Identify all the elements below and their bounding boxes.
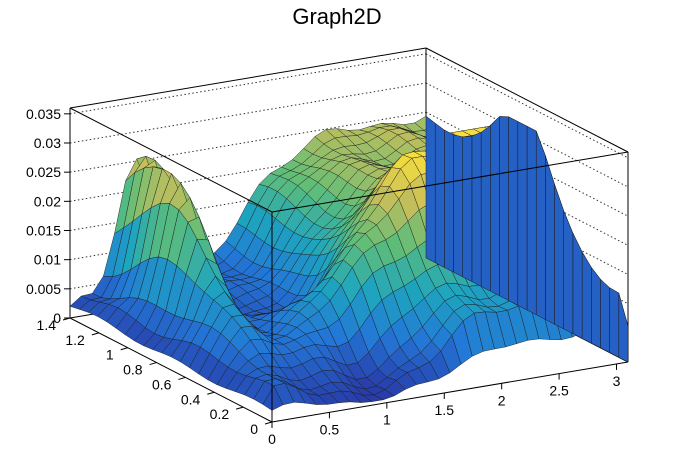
y-tick-mark-4: [149, 362, 157, 366]
y-tick-label: 0.2: [210, 406, 230, 422]
y-axis-line: [69, 317, 273, 423]
z-tick-label: 0.015: [26, 223, 61, 239]
surface-side-cell: [508, 116, 519, 306]
y-tick-label: 0.6: [152, 376, 172, 392]
surface-side-cell: [535, 130, 546, 320]
x-tick-label: 3: [613, 373, 621, 389]
y-tick-mark-1: [236, 406, 244, 410]
surface-side-cell: [563, 210, 574, 335]
y-axis-ticks: 0 0.2 0.4 0.6 0.8 1 1.2 1.4: [37, 317, 273, 437]
surface-mesh: [69, 115, 629, 411]
surface-side-cell: [462, 135, 473, 283]
top-back-edge: [69, 47, 427, 109]
gridline-right-7: [425, 53, 629, 159]
surface-side-cell: [600, 278, 610, 353]
surface-side-cell: [480, 125, 491, 292]
gridline-right-6: [425, 82, 629, 188]
z-tick-label: 0.01: [34, 252, 61, 268]
y-tick-mark-0: [264, 421, 273, 425]
surface-side-cell: [554, 184, 564, 330]
gridline-back-5: [69, 111, 427, 173]
z-tick-label: 0.02: [34, 193, 61, 209]
top-left-edge: [69, 107, 273, 213]
surface-side-cell: [526, 125, 537, 316]
y-tick-mark-3: [178, 376, 186, 380]
y-tick-mark-6: [91, 332, 99, 336]
gridline-back-7: [69, 53, 427, 115]
x-axis-ticks: 0 0.5 1 1.5 2 2.5 3: [268, 363, 621, 447]
y-tick-mark-7: [62, 317, 71, 321]
z-tick-label: 0.005: [26, 281, 61, 297]
top-front-edge: [271, 151, 629, 213]
x-tick-label: 2.5: [549, 383, 569, 399]
z-tick-label: 0: [53, 310, 61, 326]
y-tick-label: 1: [106, 347, 114, 363]
top-right-edge: [425, 47, 629, 153]
y-tick-label: 0.8: [123, 362, 143, 378]
surface-side-cell: [572, 233, 583, 339]
surface-side-cell: [517, 121, 528, 311]
x-tick-label: 2: [498, 392, 506, 408]
y-tick-mark-2: [207, 391, 215, 395]
z-tick-label: 0.035: [26, 106, 61, 122]
surface-side-cell: [453, 134, 463, 278]
z-tick-label: 0.025: [26, 164, 61, 180]
y-tick-label: 1.4: [37, 317, 57, 333]
y-tick-label: 0: [250, 421, 258, 437]
y-tick-mark-5: [120, 347, 128, 351]
y-tick-label: 0.4: [181, 391, 201, 407]
y-tick-label: 1.2: [65, 332, 85, 348]
x-tick-label: 1: [383, 412, 391, 428]
gridline-right-3: [425, 170, 629, 275]
surface-side-cell: [609, 287, 620, 358]
surface-side-cell: [581, 250, 592, 344]
surface-side-cell: [618, 293, 629, 363]
z-tick-label: 0.03: [34, 135, 61, 151]
x-axis-line: [271, 361, 629, 423]
x-tick-label: 0.5: [320, 421, 340, 437]
x-tick-label: 1.5: [435, 402, 455, 418]
surface-side-cell: [499, 116, 509, 301]
surface-side-cell: [471, 131, 482, 287]
surface-side-cell: [545, 155, 555, 325]
gridline-right-4: [425, 140, 629, 246]
gridline-back-6: [69, 82, 427, 144]
z-axis-ticks: 0 0.005 0.01 0.015 0.02 0.025 0.03 0.035: [26, 106, 70, 326]
chart-title: Graph2D: [292, 4, 381, 29]
surface-side-cell: [444, 129, 454, 273]
x-tick-label: 0: [268, 431, 276, 447]
gridline-right-5: [425, 111, 629, 217]
surface-side-cell: [591, 266, 601, 349]
surface-side-cell: [434, 122, 445, 268]
surface-side-cell: [425, 115, 436, 264]
surface-side-cell: [490, 115, 500, 297]
front-frame: [69, 107, 629, 423]
